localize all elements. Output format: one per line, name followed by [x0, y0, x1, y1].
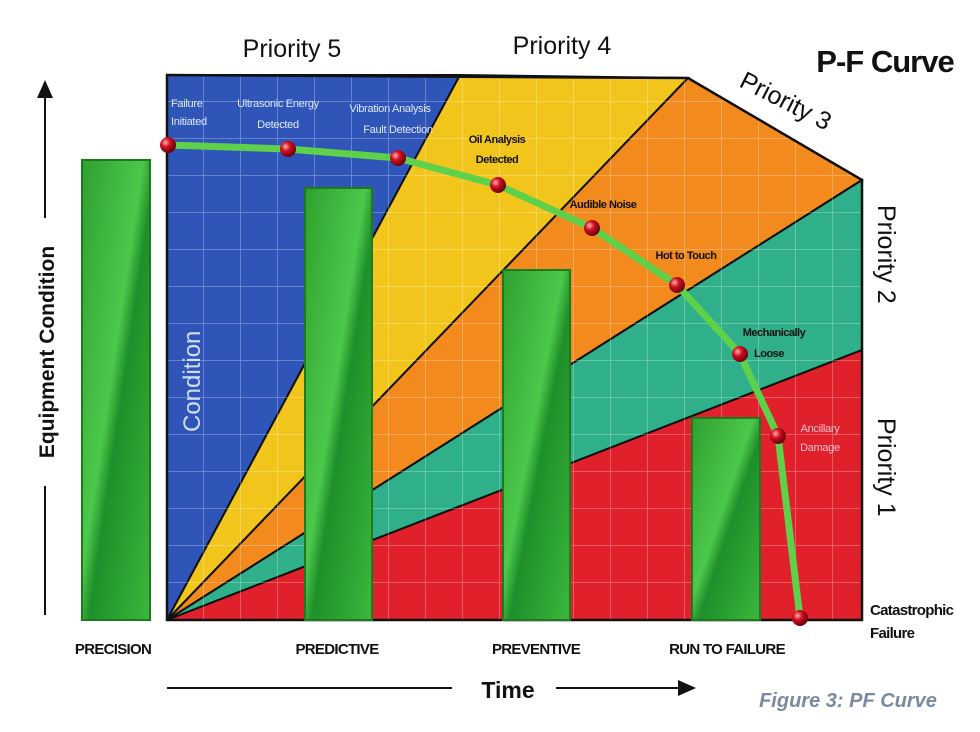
- event-point-5: [584, 220, 600, 236]
- event-label-damage: Damage: [800, 442, 840, 454]
- event-point-7: [732, 346, 748, 362]
- event-point-9: [792, 610, 808, 626]
- event-label-failure: Failure: [870, 625, 915, 642]
- event-point-2: [280, 141, 296, 157]
- event-label-ancillary: Ancillary: [801, 423, 841, 435]
- category-precision: PRECISION: [75, 641, 151, 658]
- y-axis-label: Equipment Condition: [36, 246, 59, 458]
- diagram-title: P-F Curve: [816, 44, 954, 79]
- bar-predictive: [304, 187, 373, 621]
- priority-1-label: Priority 1: [872, 418, 900, 517]
- priority-2-label: Priority 2: [872, 205, 900, 304]
- priority-4-label: Priority 4: [513, 32, 612, 60]
- event-label-vibration: Vibration Analysis: [349, 103, 431, 115]
- event-label-failure-initiated-2: Initiated: [171, 116, 207, 128]
- event-label-ultrasonic: Ultrasonic Energy: [237, 98, 320, 110]
- figure-caption: Figure 3: PF Curve: [759, 690, 937, 712]
- category-preventive: PREVENTIVE: [492, 641, 581, 658]
- priority-5-label: Priority 5: [243, 35, 342, 63]
- event-label-mechanically: Mechanically: [743, 327, 807, 339]
- bar-run-to-failure: [691, 417, 761, 621]
- event-label-audible-noise: Audible Noise: [570, 199, 637, 211]
- event-point-1: [160, 137, 176, 153]
- category-run-to-failure: RUN TO FAILURE: [669, 641, 785, 658]
- event-label-oil: Oil Analysis: [469, 134, 526, 146]
- x-axis-label: Time: [481, 677, 534, 703]
- event-point-4: [490, 177, 506, 193]
- event-label-oil-2: Detected: [476, 154, 518, 166]
- event-point-3: [390, 150, 406, 166]
- event-label-vibration-2: Fault Detection: [363, 124, 433, 136]
- event-point-6: [669, 277, 685, 293]
- event-label-catastrophic: Catastrophic: [870, 602, 954, 619]
- bar-preventive: [502, 269, 571, 621]
- category-predictive: PREDICTIVE: [295, 641, 379, 658]
- event-label-ultrasonic-2: Detected: [257, 119, 299, 131]
- bar-precision: [81, 159, 151, 621]
- condition-label: Condition: [179, 331, 206, 432]
- event-label-loose: Loose: [754, 348, 784, 360]
- event-label-hot-to-touch: Hot to Touch: [656, 250, 718, 262]
- event-point-8: [770, 428, 786, 444]
- event-label-failure-initiated: Failure: [171, 98, 203, 110]
